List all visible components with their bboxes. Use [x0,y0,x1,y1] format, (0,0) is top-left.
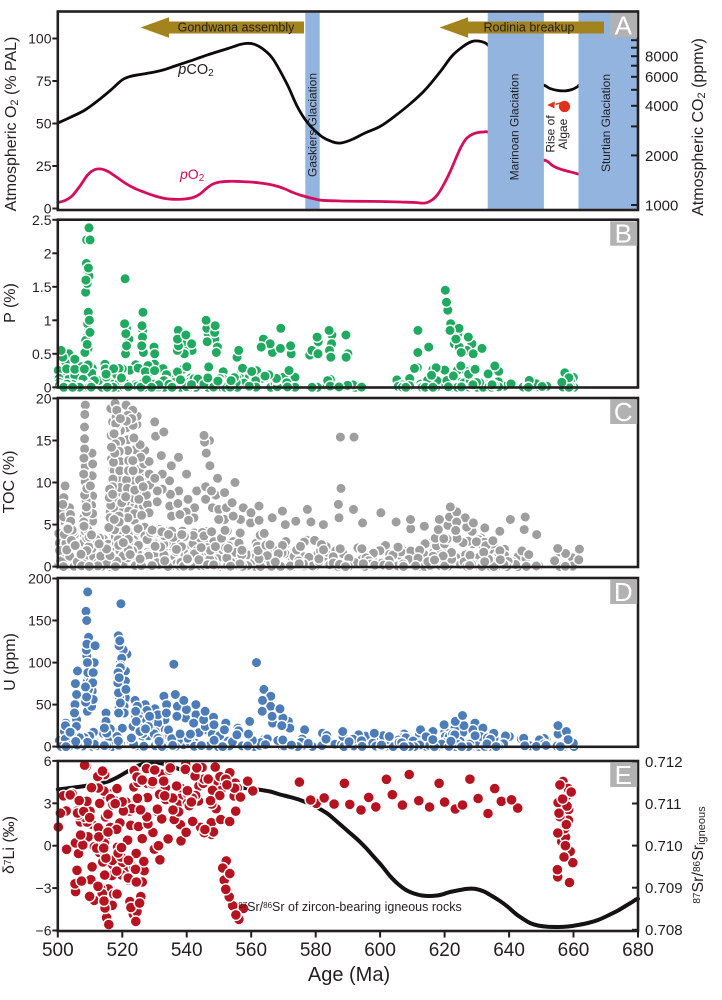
svg-text:2: 2 [44,245,52,261]
svg-text:0.711: 0.711 [645,796,681,813]
svg-text:0: 0 [44,838,52,854]
svg-text:Rodinia breakup: Rodinia breakup [483,21,574,35]
svg-text:100: 100 [28,31,52,47]
svg-text:1.5: 1.5 [32,279,52,295]
svg-text:0.708: 0.708 [645,922,683,939]
svg-text:0.712: 0.712 [645,754,683,771]
svg-text:50: 50 [36,697,52,713]
svg-text:75: 75 [36,73,52,89]
svg-text:Age (Ma): Age (Ma) [308,964,390,986]
svg-text:0.710: 0.710 [645,838,683,855]
svg-text:660: 660 [558,940,590,961]
svg-text:150: 150 [28,613,52,629]
svg-text:600: 600 [364,940,396,961]
svg-text:1000: 1000 [645,197,678,214]
svg-text:C: C [614,397,633,427]
svg-text:5: 5 [44,517,52,533]
svg-text:580: 580 [300,940,332,961]
svg-text:Gaskiers Glaciation: Gaskiers Glaciation [306,73,320,177]
svg-text:Atmospheric CO2 (ppmv): Atmospheric CO2 (ppmv) [690,38,708,216]
svg-text:0.5: 0.5 [32,346,52,362]
svg-text:TOC (%): TOC (%) [1,451,18,514]
svg-text:620: 620 [429,940,461,961]
svg-text:Atmospheric O2 (% PAL): Atmospheric O2 (% PAL) [3,37,21,212]
svg-text:500: 500 [42,940,74,961]
svg-text:Sturtian Glaciation: Sturtian Glaciation [599,74,613,172]
svg-text:15: 15 [36,433,52,449]
svg-text:δ7Li (‰): δ7Li (‰) [1,816,18,874]
svg-text:0: 0 [44,379,52,395]
svg-text:1: 1 [44,312,52,328]
svg-text:560: 560 [235,940,267,961]
svg-text:20: 20 [36,390,52,406]
svg-text:Rise of: Rise of [544,115,558,153]
svg-text:U (ppm): U (ppm) [2,633,19,691]
svg-text:200: 200 [28,571,52,587]
svg-text:0: 0 [44,559,52,575]
svg-text:2.5: 2.5 [32,212,52,228]
svg-text:D: D [614,577,633,607]
svg-text:6: 6 [44,753,52,769]
svg-text:P (%): P (%) [2,283,19,323]
svg-text:−3: −3 [36,880,52,896]
svg-text:680: 680 [622,940,654,961]
svg-text:640: 640 [493,940,525,961]
svg-text:pO2: pO2 [179,166,205,184]
svg-text:Gondwana assembly: Gondwana assembly [178,21,295,35]
svg-text:Algae: Algae [556,118,570,149]
svg-text:100: 100 [28,655,52,671]
svg-text:0: 0 [44,739,52,755]
svg-text:3: 3 [44,795,52,811]
svg-text:8000: 8000 [645,49,678,66]
svg-text:50: 50 [36,116,52,132]
svg-text:6000: 6000 [645,69,678,86]
svg-text:10: 10 [36,475,52,491]
svg-text:25: 25 [36,158,52,174]
svg-text:520: 520 [106,940,138,961]
svg-text:pCO2: pCO2 [177,62,214,79]
svg-text:87Sr/86Sr of zircon-bearing ig: 87Sr/86Sr of zircon-bearing igneous rock… [238,900,461,914]
svg-text:2000: 2000 [645,148,678,165]
svg-text:4000: 4000 [645,98,678,115]
svg-text:A: A [615,10,633,40]
svg-text:B: B [615,219,632,249]
svg-text:0: 0 [44,201,52,217]
svg-text:Marinoan Glaciation: Marinoan Glaciation [508,74,522,181]
svg-text:0.709: 0.709 [645,880,683,897]
svg-text:−6: −6 [36,923,52,939]
svg-text:540: 540 [171,940,203,961]
svg-text:E: E [615,760,632,790]
